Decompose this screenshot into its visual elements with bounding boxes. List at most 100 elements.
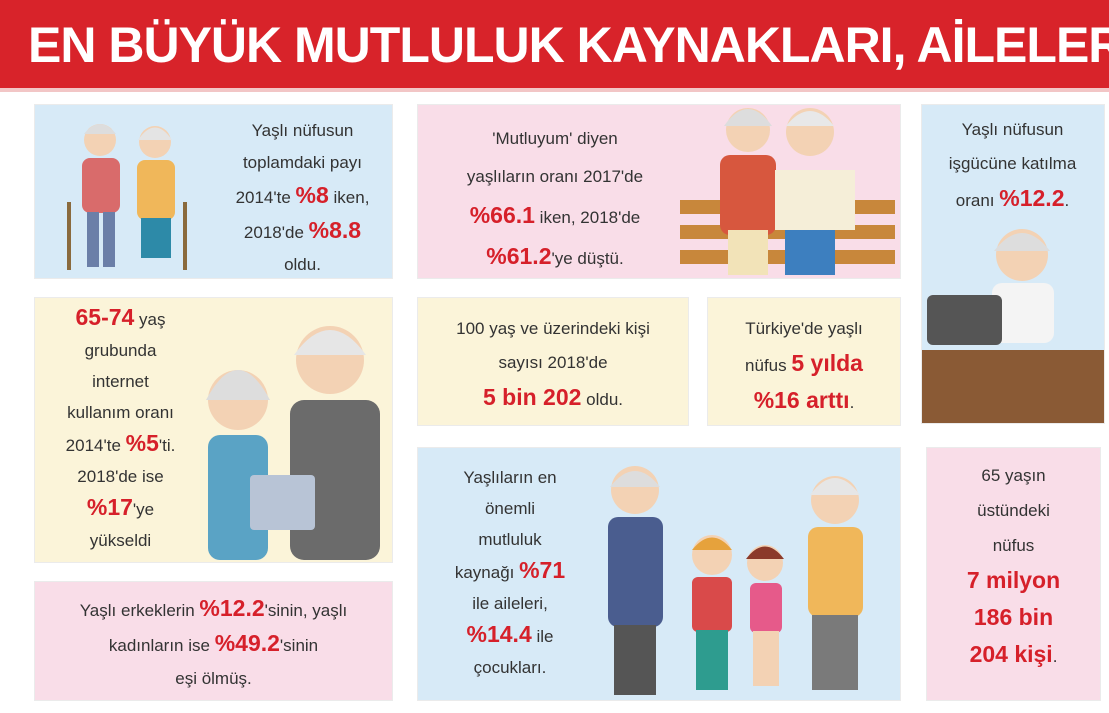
highlight-text: 65-74 [75, 304, 134, 330]
highlight-text: %12.2 [199, 595, 264, 621]
highlight-text: %71 [519, 557, 565, 583]
body-text: oranı [956, 191, 999, 210]
text-line: 7 milyon [927, 563, 1100, 600]
body-text: önemli [485, 499, 535, 518]
highlight-text: %8 [296, 182, 329, 208]
body-text: 2014'te [66, 436, 126, 455]
text-line: 2014'te %5'ti. [38, 428, 203, 461]
text-line: kullanım oranı [38, 397, 203, 428]
body-text: Yaşlıların en [463, 468, 556, 487]
text-line: grubunda [38, 335, 203, 366]
body-text: . [850, 393, 855, 412]
body-text: nüfus [745, 356, 791, 375]
body-text: 2014'te [236, 188, 296, 207]
highlight-text: 7 milyon [967, 567, 1060, 593]
box-text: 100 yaş ve üzerindeki kişi sayısı 2018'de… [418, 312, 688, 417]
body-text: 'Mutluyum' diyen [492, 129, 618, 148]
text-line: 'Mutluyum' diyen [425, 120, 685, 158]
text-line: 2014'te %8 iken, [210, 179, 395, 214]
highlight-text: %16 arttı [754, 387, 850, 413]
body-text: yükseldi [90, 531, 151, 550]
highlight-text: 5 yılda [791, 350, 863, 376]
illustration [190, 300, 390, 560]
body-text: internet [92, 372, 149, 391]
body-text: 65 yaşın [981, 466, 1045, 485]
body-text: 'ti. [159, 436, 175, 455]
highlight-text: 186 bin [974, 604, 1053, 630]
highlight-text: %14.4 [467, 621, 532, 647]
body-text: üstündeki [977, 501, 1050, 520]
body-text: kullanım oranı [67, 403, 174, 422]
body-text: yaşlıların oranı 2017'de [467, 167, 643, 186]
body-text: oldu. [284, 255, 321, 274]
body-text: kadınların ise [109, 636, 215, 655]
text-line: Yaşlı erkeklerin %12.2'sinin, yaşlı [35, 592, 392, 627]
text-line: çocukları. [420, 652, 600, 683]
text-line: eşi ölmüş. [35, 662, 392, 695]
highlight-text: %8.8 [309, 217, 361, 243]
title: EN BÜYÜK MUTLULUK KAYNAKLARI, AİLELERİ [28, 16, 1109, 74]
text-line: kaynağı %71 [420, 555, 600, 588]
text-line: 204 kişi. [927, 637, 1100, 674]
text-line: oldu. [210, 249, 395, 281]
body-text: Yaşlı nüfusun [962, 120, 1064, 139]
body-text: Yaşlı erkeklerin [80, 601, 200, 620]
text-line: 65-74 yaş [38, 302, 203, 335]
text-line: %16 arttı. [708, 383, 900, 420]
body-text: nüfus [993, 536, 1035, 555]
body-text: 'ye düştü. [551, 249, 623, 268]
body-text: 'ye [133, 500, 154, 519]
body-text: . [1064, 191, 1069, 210]
body-text: toplamdaki payı [243, 153, 362, 172]
title-bar: EN BÜYÜK MUTLULUK KAYNAKLARI, AİLELERİ [0, 0, 1109, 92]
text-line: üstündeki [927, 493, 1100, 528]
text-line: nüfus 5 yılda [708, 346, 900, 383]
text-line: %61.2'ye düştü. [425, 237, 685, 278]
highlight-text: %12.2 [999, 185, 1064, 211]
text-line: Yaşlı nüfusun [210, 115, 395, 147]
text-line: Yaşlıların en [420, 462, 600, 493]
text-line: işgücüne katılma [925, 147, 1100, 181]
illustration [680, 100, 895, 278]
highlight-text: 204 kişi [970, 641, 1053, 667]
text-line: 2018'de %8.8 [210, 214, 395, 249]
box-text: 65-74 yaş grubunda internet kullanım oranı 2… [38, 302, 203, 556]
text-line: kadınların ise %49.2'sinin [35, 627, 392, 662]
text-line: sayısı 2018'de [418, 346, 688, 380]
box-text: 'Mutluyum' diyen yaşlıların oranı 2017'de… [425, 120, 685, 278]
text-line: yükseldi [38, 525, 203, 556]
text-line: oranı %12.2. [925, 181, 1100, 218]
body-text: eşi ölmüş. [175, 669, 252, 688]
text-line: %66.1 iken, 2018'de [425, 196, 685, 237]
highlight-text: 5 bin 202 [483, 384, 581, 410]
text-line: internet [38, 366, 203, 397]
highlight-text: %17 [87, 494, 133, 520]
body-text: iken, 2018'de [535, 208, 640, 227]
body-text: 2018'de ise [77, 467, 163, 486]
text-line: önemli [420, 493, 600, 524]
body-text: grubunda [85, 341, 157, 360]
text-line: 186 bin [927, 600, 1100, 637]
illustration [600, 455, 890, 700]
body-text: oldu. [581, 390, 623, 409]
body-text: mutluluk [478, 530, 541, 549]
text-line: mutluluk [420, 524, 600, 555]
text-line: Yaşlı nüfusun [925, 113, 1100, 147]
body-text: . [1053, 647, 1058, 666]
text-line: %14.4 ile [420, 619, 600, 652]
text-line: 100 yaş ve üzerindeki kişi [418, 312, 688, 346]
body-text: sayısı 2018'de [498, 353, 607, 372]
body-text: kaynağı [455, 563, 519, 582]
body-text: Yaşlı nüfusun [252, 121, 354, 140]
text-line: yaşlıların oranı 2017'de [425, 158, 685, 196]
body-text: 100 yaş ve üzerindeki kişi [456, 319, 650, 338]
text-line: toplamdaki payı [210, 147, 395, 179]
body-text: 'sinin, yaşlı [265, 601, 348, 620]
body-text: ile [532, 627, 554, 646]
body-text: Türkiye'de yaşlı [745, 319, 863, 338]
highlight-text: %5 [126, 430, 159, 456]
text-line: ile aileleri, [420, 588, 600, 619]
box-text: Yaşlı nüfusunişgücüne katılmaoranı %12.2… [925, 113, 1100, 218]
